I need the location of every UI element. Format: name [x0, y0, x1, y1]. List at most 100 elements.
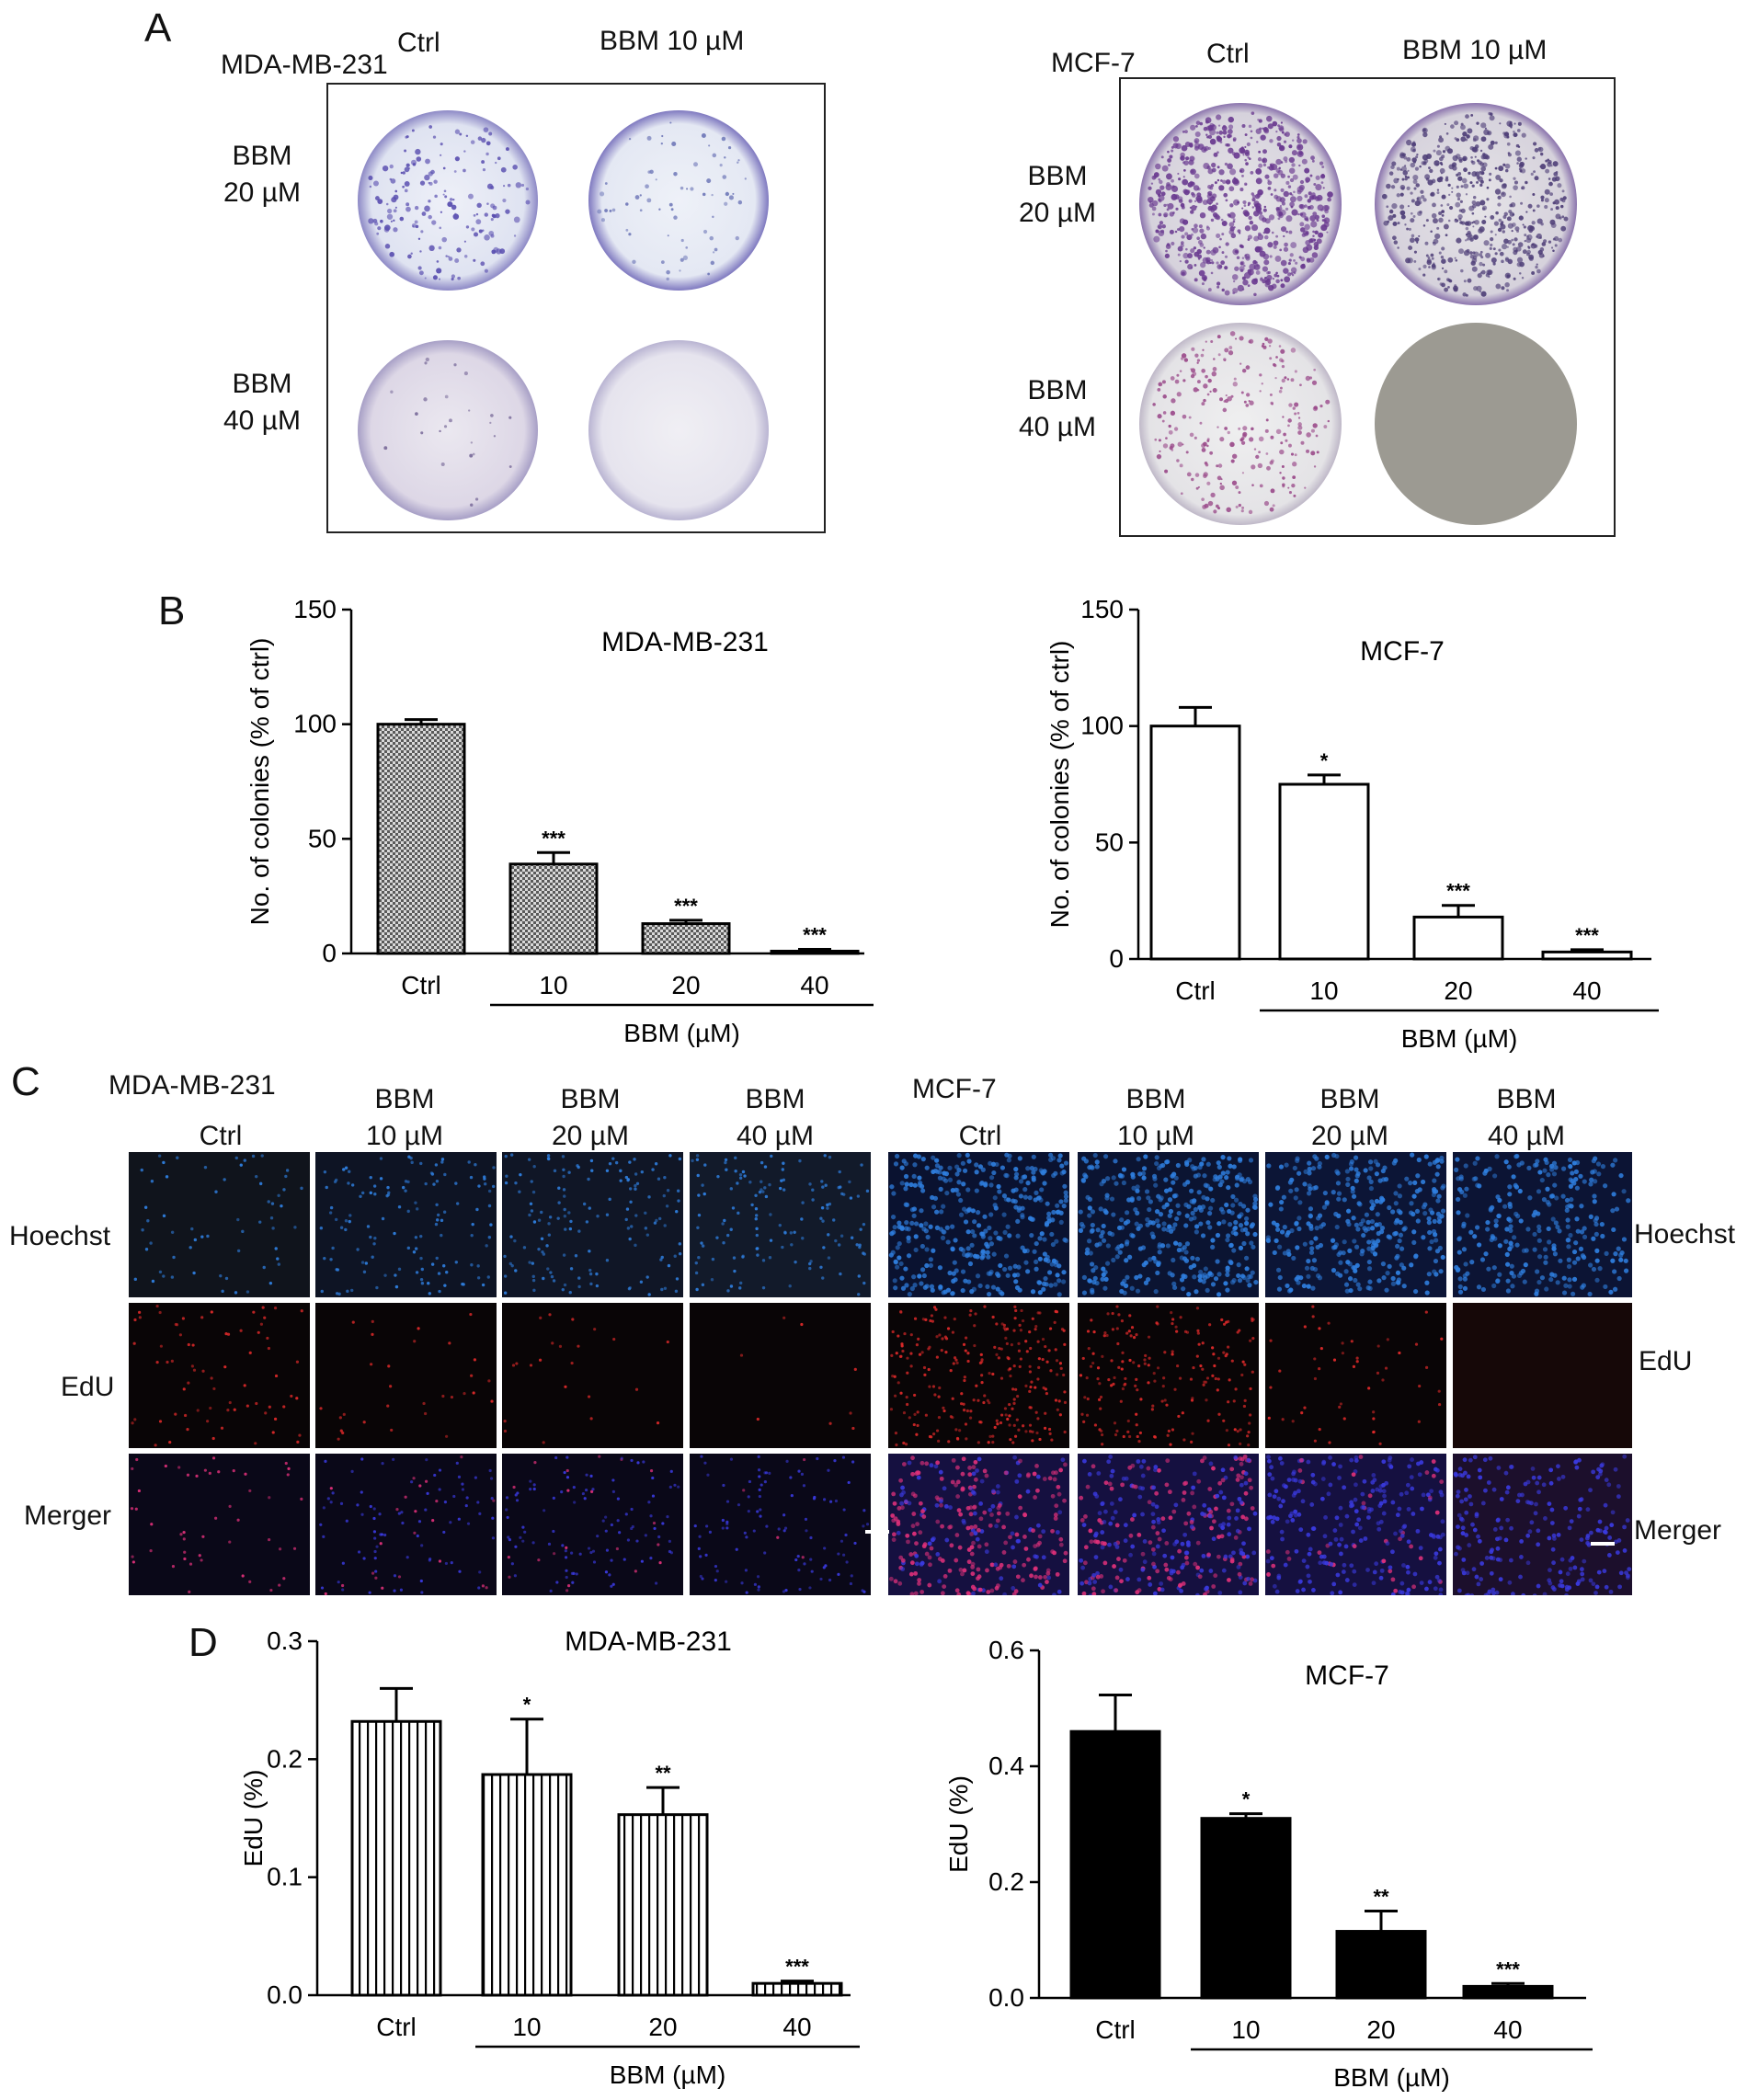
cell-nucleus — [435, 1180, 440, 1183]
cell-nucleus — [1087, 1278, 1092, 1284]
cell-nucleus — [346, 1289, 349, 1294]
x-tick-label: 40 — [1572, 976, 1601, 1005]
cell-nucleus — [348, 1170, 351, 1173]
cell-nucleus — [962, 1409, 966, 1412]
colony-dot — [1263, 500, 1270, 507]
plate-mcf-20-bbm10-colonies — [1381, 111, 1569, 297]
colony-dot — [1195, 486, 1199, 490]
colony-dot — [502, 198, 507, 203]
cell-nucleus — [1002, 1323, 1006, 1327]
cell-nucleus — [590, 1489, 594, 1493]
cell-nucleus — [537, 1218, 542, 1222]
colony-dot — [1245, 404, 1250, 407]
cell-nucleus — [1217, 1591, 1223, 1595]
cell-nucleus — [356, 1248, 360, 1251]
cell-nucleus — [1119, 1217, 1125, 1223]
colony-dot — [1460, 185, 1464, 188]
cell-nucleus — [178, 1333, 182, 1337]
cell-nucleus — [966, 1559, 972, 1565]
cell-nucleus — [914, 1471, 919, 1476]
cell-nucleus — [909, 1560, 915, 1566]
cell-nucleus — [962, 1342, 966, 1346]
cell-nucleus — [610, 1584, 613, 1588]
cell-nucleus — [947, 1524, 953, 1530]
cell-nucleus — [387, 1191, 391, 1194]
colony-dot — [1180, 202, 1185, 208]
colony-dot — [1413, 187, 1417, 190]
cell-nucleus — [834, 1499, 839, 1503]
cell-nucleus — [1058, 1199, 1064, 1204]
colony-dot — [1513, 177, 1516, 180]
cell-nucleus — [647, 1195, 651, 1199]
cell-nucleus — [1292, 1165, 1297, 1171]
a-right-col-ctrl: Ctrl — [1206, 39, 1250, 69]
colony-dot — [1296, 189, 1302, 195]
cell-nucleus — [360, 1261, 365, 1264]
cell-nucleus — [532, 1220, 537, 1224]
cell-nucleus — [1241, 1204, 1247, 1209]
cell-nucleus — [1286, 1288, 1293, 1294]
colony-dot — [463, 371, 468, 376]
cell-nucleus — [950, 1246, 955, 1251]
cell-nucleus — [1083, 1513, 1088, 1519]
colony-dot — [646, 198, 652, 203]
cell-nucleus — [1085, 1247, 1091, 1252]
colony-dot — [1209, 138, 1216, 145]
colony-dot — [454, 212, 457, 216]
cell-nucleus — [919, 1243, 925, 1250]
colony-dot — [1164, 253, 1171, 258]
cell-nucleus — [1104, 1261, 1111, 1266]
cell-nucleus — [383, 1533, 387, 1537]
colony-dot — [1251, 194, 1256, 199]
cell-nucleus — [645, 1275, 649, 1279]
cell-nucleus — [350, 1469, 354, 1473]
colony-dot — [1438, 137, 1444, 143]
cell-nucleus — [1020, 1205, 1025, 1211]
cell-nucleus — [891, 1375, 895, 1378]
colony-dot — [1276, 142, 1282, 147]
cell-nucleus — [1009, 1374, 1012, 1378]
cell-nucleus — [1243, 1490, 1249, 1496]
cell-nucleus — [1016, 1538, 1022, 1544]
cell-nucleus — [1215, 1493, 1220, 1499]
colony-dot — [1397, 246, 1399, 249]
cell-nucleus — [531, 1541, 535, 1545]
cell-nucleus — [1302, 1181, 1308, 1187]
cell-nucleus — [1037, 1290, 1043, 1295]
cell-nucleus — [210, 1376, 213, 1380]
colony-dot — [415, 412, 418, 416]
cell-nucleus — [1330, 1238, 1336, 1243]
cell-nucleus — [995, 1271, 1000, 1277]
cell-nucleus — [710, 1278, 714, 1282]
colony-dot — [485, 141, 491, 146]
cell-nucleus — [729, 1227, 733, 1231]
cell-nucleus — [1355, 1227, 1361, 1232]
cell-nucleus — [899, 1310, 903, 1314]
cell-nucleus — [950, 1479, 955, 1485]
plate-mda-40-ctrl — [358, 340, 538, 520]
colony-dot — [1319, 405, 1323, 408]
colony-dot — [1205, 340, 1207, 343]
cell-nucleus — [504, 1154, 508, 1158]
cell-nucleus — [364, 1261, 369, 1265]
colony-dot — [1520, 201, 1524, 205]
cell-nucleus — [138, 1310, 142, 1314]
chart-title: MDA-MB-231 — [601, 627, 769, 657]
cell-nucleus — [372, 1507, 376, 1511]
cell-nucleus — [1216, 1377, 1220, 1381]
cell-nucleus — [951, 1330, 955, 1334]
colony-dot — [411, 129, 415, 132]
cell-nucleus — [428, 1558, 432, 1561]
cell-nucleus — [790, 1243, 794, 1247]
colony-dot — [1179, 225, 1185, 233]
colony-dot — [1467, 128, 1473, 134]
cell-nucleus — [658, 1216, 662, 1221]
colony-dot — [1436, 191, 1440, 195]
cell-nucleus — [1159, 1195, 1164, 1201]
cell-nucleus — [572, 1486, 576, 1489]
cell-nucleus — [1151, 1561, 1156, 1567]
cell-nucleus — [697, 1213, 702, 1217]
colony-dot — [368, 218, 374, 224]
cell-nucleus — [1082, 1420, 1086, 1423]
x-tick-label: Ctrl — [401, 971, 441, 999]
